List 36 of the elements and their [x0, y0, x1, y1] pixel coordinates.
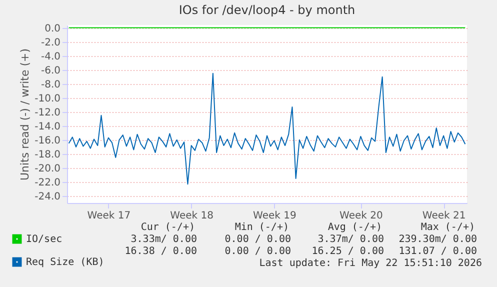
- y-tick-label: -6.0: [40, 65, 60, 76]
- y-tick-label: -24.0: [34, 191, 60, 202]
- chart-title: IOs for /dev/loop4 - by month: [178, 2, 356, 17]
- text: 16.38 / 0.00: [124, 246, 197, 258]
- y-tick-label: -2.0: [40, 37, 60, 48]
- legend-label: IO/sec: [26, 234, 62, 245]
- x-tick-label: Week 21: [422, 210, 466, 222]
- x-tick-label: Week 20: [340, 210, 383, 222]
- y-tick-label: -8.0: [40, 79, 60, 90]
- y-axis-title: Units read (-) / write (+): [18, 48, 32, 181]
- y-tick-label: -18.0: [34, 149, 60, 160]
- text: Last update: Fri May 22 15:51:10 2026: [259, 258, 482, 270]
- y-tick-label: -4.0: [40, 51, 60, 62]
- y-tick-label: 0.0: [44, 23, 60, 34]
- legend-label: Req Size (KB): [26, 257, 104, 268]
- text: Max (-/+): [420, 222, 475, 234]
- y-tick-label: -22.0: [34, 177, 60, 188]
- y-tick-label: -20.0: [34, 163, 60, 174]
- x-tick-label: Week 18: [170, 210, 214, 222]
- y-tick-label: -16.0: [34, 135, 60, 146]
- y-tick-label: -12.0: [34, 107, 60, 118]
- line-series: [68, 72, 466, 185]
- text: Min (-/+): [234, 222, 289, 234]
- text: 0.00 / 0.00: [224, 246, 291, 258]
- text: Avg (-/+): [328, 222, 382, 234]
- text: Cur (-/+): [140, 222, 195, 234]
- x-tick-label: Week 19: [253, 210, 296, 222]
- text: 16.25 / 0.00: [312, 246, 384, 258]
- text: 239.30m/ 0.00: [398, 234, 477, 246]
- text: 3.37m/ 0.00: [318, 234, 384, 246]
- y-tick-label: -10.0: [34, 93, 60, 104]
- text: 0.00 / 0.00: [224, 234, 291, 246]
- text: 131.07 / 0.00: [398, 246, 477, 258]
- y-tick-label: -14.0: [34, 121, 60, 132]
- text: 3.33m/ 0.00: [130, 234, 197, 246]
- x-tick-label: Week 17: [87, 210, 131, 222]
